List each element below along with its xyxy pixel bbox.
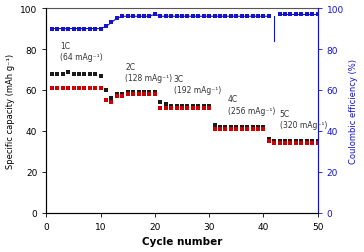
Text: 1C
(64 mAg⁻¹): 1C (64 mAg⁻¹): [60, 42, 103, 62]
Y-axis label: Coulombic efficiency (%): Coulombic efficiency (%): [349, 59, 359, 163]
X-axis label: Cycle number: Cycle number: [142, 237, 222, 246]
Text: 3C
(192 mAg⁻¹): 3C (192 mAg⁻¹): [174, 75, 221, 95]
Text: 2C
(128 mAg⁻¹): 2C (128 mAg⁻¹): [125, 62, 172, 82]
Text: 5C
(320 mAg⁻¹): 5C (320 mAg⁻¹): [280, 109, 327, 129]
Text: 4C
(256 mAg⁻¹): 4C (256 mAg⁻¹): [228, 95, 276, 115]
Y-axis label: Specific capacity (mAh g⁻¹): Specific capacity (mAh g⁻¹): [5, 54, 15, 168]
